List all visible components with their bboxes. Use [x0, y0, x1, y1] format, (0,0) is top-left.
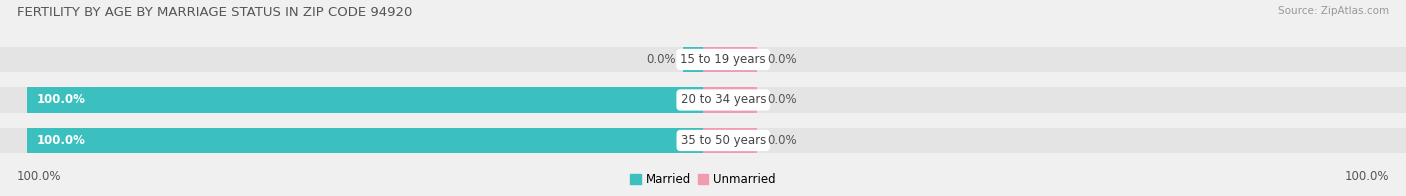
Text: FERTILITY BY AGE BY MARRIAGE STATUS IN ZIP CODE 94920: FERTILITY BY AGE BY MARRIAGE STATUS IN Z…: [17, 6, 412, 19]
Bar: [0, 87, 1406, 113]
Text: 100.0%: 100.0%: [37, 93, 86, 106]
Bar: [0, 47, 1406, 72]
Bar: [0, 128, 1406, 153]
Bar: [27, 128, 703, 153]
Text: 0.0%: 0.0%: [768, 93, 797, 106]
Text: 100.0%: 100.0%: [17, 170, 62, 183]
Text: 0.0%: 0.0%: [768, 53, 797, 66]
Bar: [703, 128, 756, 153]
Legend: Married, Unmarried: Married, Unmarried: [630, 173, 776, 186]
Text: 15 to 19 years: 15 to 19 years: [681, 53, 766, 66]
Bar: [683, 47, 703, 72]
Bar: [27, 87, 703, 113]
Text: 100.0%: 100.0%: [1344, 170, 1389, 183]
Text: 100.0%: 100.0%: [37, 134, 86, 147]
Text: 35 to 50 years: 35 to 50 years: [681, 134, 766, 147]
Bar: [703, 87, 756, 113]
Text: 20 to 34 years: 20 to 34 years: [681, 93, 766, 106]
Bar: [703, 47, 756, 72]
Text: 0.0%: 0.0%: [768, 134, 797, 147]
Text: Source: ZipAtlas.com: Source: ZipAtlas.com: [1278, 6, 1389, 16]
Text: 0.0%: 0.0%: [647, 53, 676, 66]
